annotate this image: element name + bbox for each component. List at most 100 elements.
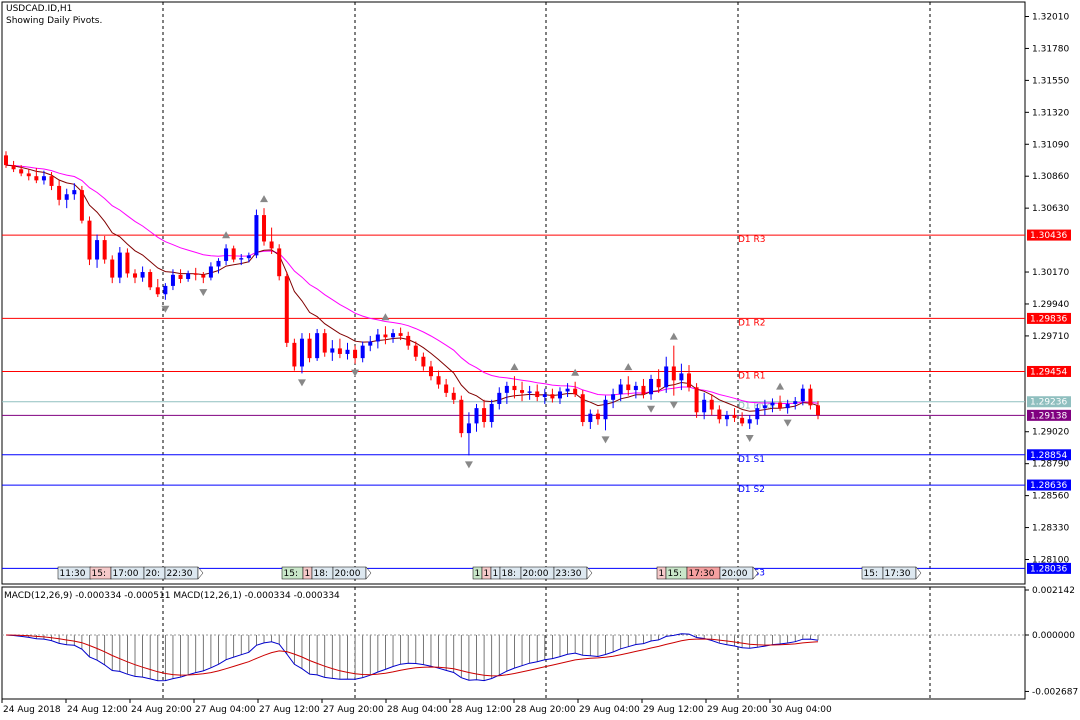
candle-body xyxy=(755,408,760,420)
candle-body xyxy=(383,334,388,338)
candle-body xyxy=(611,394,616,400)
time-label: 27 Aug 04:00 xyxy=(195,705,256,715)
candle-body xyxy=(49,176,54,186)
candle-body xyxy=(436,376,441,385)
time-label: 28 Aug 20:00 xyxy=(515,705,576,715)
candle-body xyxy=(421,356,426,367)
session-marker-label: 1 xyxy=(305,569,311,579)
price-tick-label: 1.30170 xyxy=(1032,268,1069,278)
candle-body xyxy=(216,260,221,267)
fractal-down-arrow xyxy=(745,434,754,442)
macd-tick-label: -0.002687 xyxy=(1032,687,1078,697)
candle-body xyxy=(284,276,289,343)
time-label: 29 Aug 04:00 xyxy=(579,705,640,715)
fractal-down-arrow xyxy=(199,289,208,297)
price-badge xyxy=(1027,562,1071,574)
fractal-down-arrow xyxy=(601,436,610,444)
candle-body xyxy=(512,385,517,391)
fractal-up-arrow xyxy=(571,368,580,376)
candle-body xyxy=(239,258,244,260)
candle-body xyxy=(588,413,593,423)
candle-body xyxy=(117,252,122,278)
candle-body xyxy=(686,373,691,388)
ma-fast-line xyxy=(5,164,819,412)
time-label: 28 Aug 04:00 xyxy=(387,705,448,715)
candle-body xyxy=(398,333,403,336)
candle-body xyxy=(550,394,555,399)
candle-body xyxy=(57,185,62,200)
candle-body xyxy=(747,419,752,424)
session-marker-label: 15: xyxy=(92,569,106,579)
session-marker-arrow-icon xyxy=(586,566,593,580)
candle-body xyxy=(557,391,562,399)
macd-label: MACD(12,26,9) -0.000334 -0.000511 MACD(1… xyxy=(4,591,340,601)
price-tick-label: 1.28100 xyxy=(1032,556,1069,566)
price-badge xyxy=(1027,312,1071,324)
candle-body xyxy=(360,345,365,359)
session-marker-label: 11:30 xyxy=(60,569,86,579)
candle-body xyxy=(762,405,767,409)
session-marker-label: 20:00 xyxy=(523,569,549,579)
time-label: 30 Aug 04:00 xyxy=(771,705,832,715)
session-marker-arrow-icon xyxy=(752,566,759,580)
session-marker-label: 15: xyxy=(864,569,878,579)
candle-body xyxy=(330,348,335,353)
price-badge-value: 1.29454 xyxy=(1030,367,1067,377)
session-marker-label: 1 xyxy=(484,569,490,579)
candle-body xyxy=(816,405,820,416)
session-marker-label: 20: xyxy=(146,569,160,579)
price-badge xyxy=(1027,449,1071,461)
candle-body xyxy=(497,392,502,404)
candle-body xyxy=(800,388,805,402)
fractal-down-arrow xyxy=(351,369,360,377)
candle-body xyxy=(277,248,282,277)
price-tick-label: 1.31550 xyxy=(1032,76,1069,86)
fractal-up-arrow xyxy=(669,332,678,340)
fractal-up-arrow xyxy=(510,363,519,371)
price-tick-label: 1.28330 xyxy=(1032,524,1069,534)
candle-body xyxy=(709,399,714,410)
candle-body xyxy=(201,274,206,278)
candle-body xyxy=(193,273,198,275)
chart-subtitle: Showing Daily Pivots. xyxy=(6,16,103,26)
candle-body xyxy=(87,220,92,260)
candle-body xyxy=(520,390,525,393)
candle-body xyxy=(474,408,479,424)
time-label: 27 Aug 20:00 xyxy=(323,705,384,715)
candle-body xyxy=(649,378,654,395)
price-tick-label: 1.32010 xyxy=(1032,13,1069,23)
candle-body xyxy=(542,394,547,398)
candle-body xyxy=(444,384,449,393)
price-tick-label: 1.30860 xyxy=(1032,172,1069,182)
symbol-title: USDCAD.ID,H1 xyxy=(6,4,73,14)
candle-body xyxy=(186,273,191,279)
candle-body xyxy=(163,285,168,295)
price-tick-label: 1.29020 xyxy=(1032,428,1069,438)
ma-slow-line xyxy=(5,164,819,404)
candle-body xyxy=(702,399,707,413)
candle-body xyxy=(504,385,509,393)
candle-body xyxy=(656,378,661,388)
session-marker-arrow-icon xyxy=(365,566,372,580)
candle-body xyxy=(785,403,790,409)
price-badge xyxy=(1027,365,1071,377)
candle-body xyxy=(618,384,623,395)
session-marker-label: 17:30 xyxy=(689,569,715,579)
session-marker-label: 23:30 xyxy=(556,569,582,579)
macd-signal-line xyxy=(5,634,819,677)
candle-body xyxy=(626,384,631,391)
price-tick-label: 1.28790 xyxy=(1032,460,1069,470)
candle-body xyxy=(724,415,729,420)
candle-body xyxy=(595,413,600,420)
session-marker-label: 20:00 xyxy=(722,569,748,579)
fractal-down-arrow xyxy=(297,379,306,387)
session-marker-label: 15: xyxy=(284,569,298,579)
candle-body xyxy=(770,402,775,406)
candle-body xyxy=(413,345,418,357)
candle-body xyxy=(254,215,259,256)
candle-body xyxy=(269,241,274,249)
candle-body xyxy=(679,373,684,381)
candle-body xyxy=(535,391,540,398)
price-tick-label: 1.31320 xyxy=(1032,108,1069,118)
